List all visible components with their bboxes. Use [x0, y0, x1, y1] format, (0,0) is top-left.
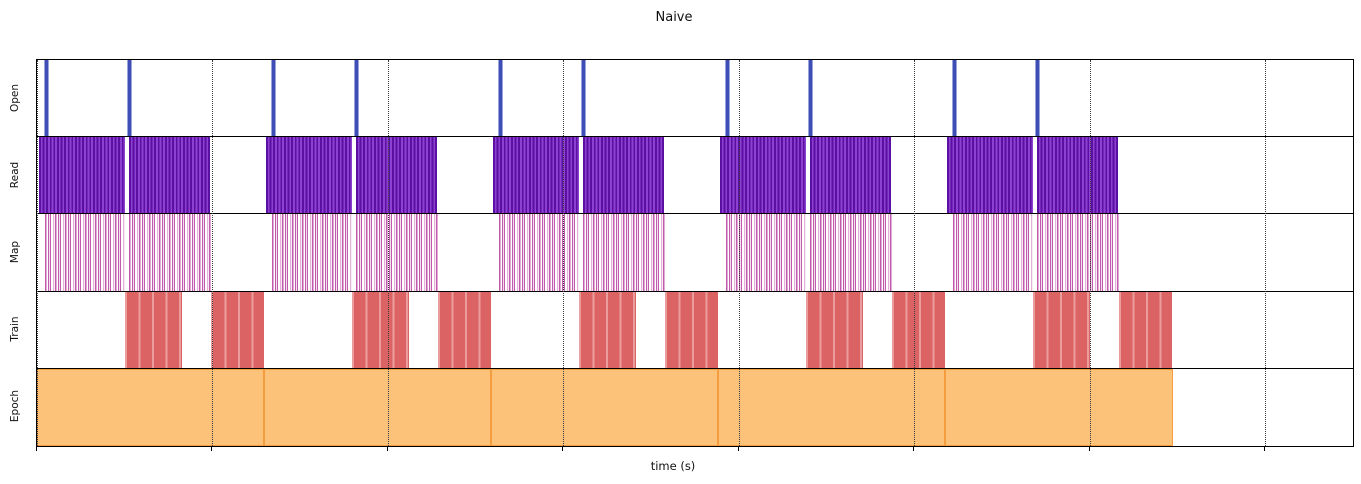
- read-segment: [810, 137, 891, 214]
- read-segment: [583, 137, 664, 214]
- open-spike: [270, 60, 276, 137]
- train-block: [438, 291, 491, 368]
- open-spike: [724, 60, 730, 137]
- train-block: [806, 291, 863, 368]
- plot-area: [36, 59, 1354, 447]
- row-label-read: Read: [9, 161, 21, 188]
- map-segment: [129, 214, 211, 291]
- x-tick: [737, 447, 739, 451]
- read-segment: [493, 137, 579, 214]
- open-spike: [580, 60, 586, 137]
- open-spike: [807, 60, 813, 137]
- train-block: [579, 291, 636, 368]
- x-tick: [211, 447, 213, 451]
- row-label-epoch: Epoch: [9, 390, 21, 423]
- open-spike: [126, 60, 132, 137]
- gridline: [1089, 60, 1091, 446]
- open-spike: [1034, 60, 1040, 137]
- open-spike: [951, 60, 957, 137]
- gridline: [738, 60, 740, 446]
- epoch-boundary: [263, 368, 265, 446]
- map-segment: [1037, 214, 1119, 291]
- read-segment: [129, 137, 210, 214]
- train-block: [1033, 291, 1090, 368]
- read-segment: [266, 137, 352, 214]
- map-segment: [272, 214, 352, 291]
- gridline: [1265, 60, 1266, 446]
- map-segment: [45, 214, 125, 291]
- epoch-bar: [37, 368, 1173, 446]
- train-block: [1119, 291, 1172, 368]
- epoch-boundary: [490, 368, 492, 446]
- open-spike: [497, 60, 503, 137]
- chart-title: Naive: [655, 10, 693, 25]
- epoch-boundary: [944, 368, 946, 446]
- map-segment: [499, 214, 579, 291]
- row-band-train: [37, 291, 1353, 369]
- epoch-boundary: [717, 368, 719, 446]
- read-segment: [39, 137, 125, 214]
- gridline: [914, 60, 916, 446]
- train-block: [892, 291, 945, 368]
- read-segment: [356, 137, 437, 214]
- gridline: [37, 60, 38, 446]
- row-band-open: [37, 60, 1353, 138]
- open-spike: [43, 60, 49, 137]
- read-segment: [947, 137, 1033, 214]
- x-tick: [562, 447, 564, 451]
- open-spike: [353, 60, 359, 137]
- row-label-open: Open: [9, 83, 21, 112]
- map-segment: [583, 214, 665, 291]
- train-block: [665, 291, 718, 368]
- row-band-read: [37, 137, 1353, 215]
- map-segment: [810, 214, 892, 291]
- train-block: [352, 291, 409, 368]
- map-segment: [953, 214, 1033, 291]
- x-tick: [1264, 447, 1265, 451]
- x-axis-label: time (s): [650, 459, 696, 473]
- x-tick: [386, 447, 388, 451]
- row-band-map: [37, 214, 1353, 292]
- train-block: [211, 291, 264, 368]
- x-tick: [913, 447, 915, 451]
- train-block: [125, 291, 182, 368]
- row-label-map: Map: [9, 240, 21, 264]
- x-tick: [36, 447, 37, 451]
- row-band-epoch: [37, 368, 1353, 446]
- read-segment: [1037, 137, 1118, 214]
- row-label-train: Train: [9, 316, 21, 342]
- map-segment: [356, 214, 438, 291]
- gridline: [387, 60, 389, 446]
- read-segment: [720, 137, 806, 214]
- gridline: [212, 60, 214, 446]
- x-tick: [1088, 447, 1090, 451]
- gridline: [563, 60, 565, 446]
